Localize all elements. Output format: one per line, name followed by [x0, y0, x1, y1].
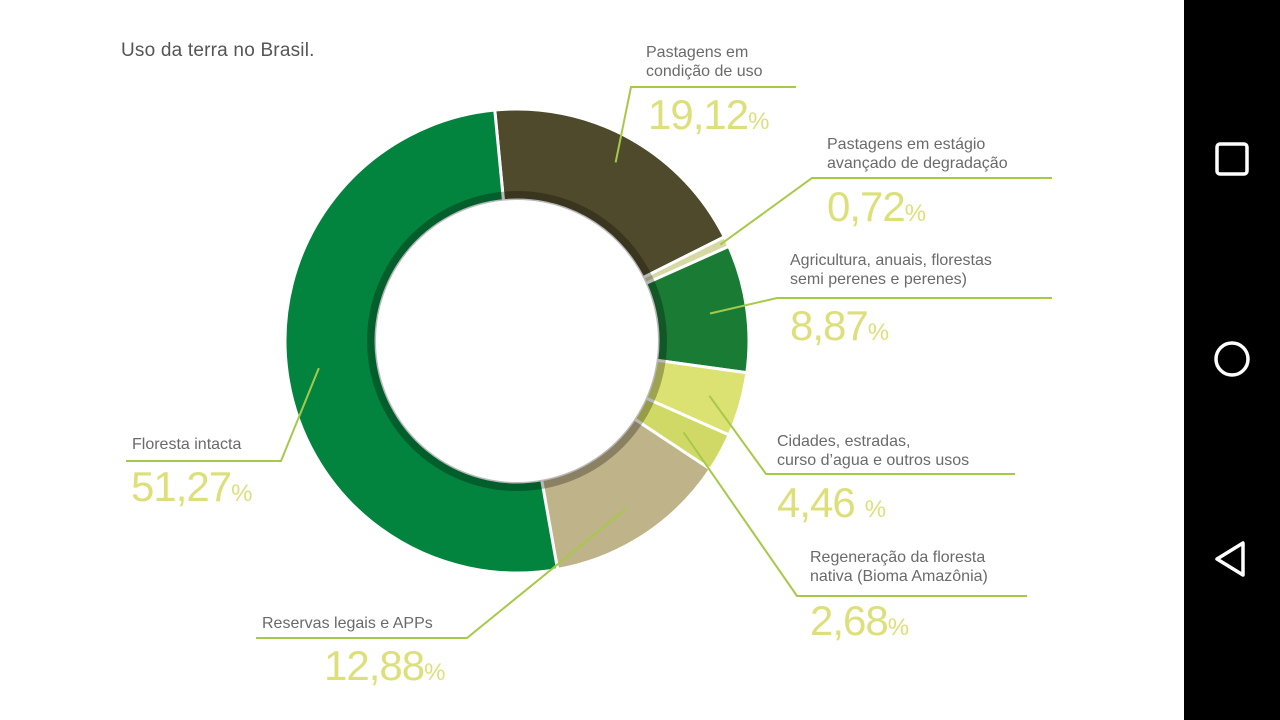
label-agricultura: Agricultura, anuais, florestas semi pere… [790, 252, 992, 288]
label-floresta-intacta: Floresta intacta [132, 436, 242, 453]
donut-chart [126, 86, 1052, 639]
leader-line-floresta-intacta [126, 367, 320, 462]
donut-hole [376, 200, 658, 482]
back-button[interactable] [1202, 529, 1262, 589]
label-regeneracao: Regeneração da floresta nativa (Bioma Am… [810, 549, 988, 585]
label-pastagens-uso: Pastagens em condição de uso [646, 44, 763, 80]
triangle-back-icon [1215, 541, 1245, 577]
value-cidades: 4,46% [777, 479, 887, 526]
leader-line-pastagens-degradacao [719, 177, 1052, 246]
label-cidades: Cidades, estradas, curso d’agua e outros… [777, 433, 970, 469]
home-button[interactable] [1202, 329, 1262, 389]
recent-apps-button[interactable] [1202, 129, 1262, 189]
leader-line-cidades [708, 395, 1015, 475]
leader-line-regeneracao [682, 431, 1027, 597]
circle-icon [1214, 341, 1250, 377]
value-floresta-intacta: 51,27% [131, 463, 253, 510]
chart-area: Uso da terra no Brasil. Pastagens em con… [121, 40, 1052, 689]
label-pastagens-degradacao: Pastagens em estágio avançado de degrada… [827, 136, 1008, 172]
value-reservas: 12,88% [324, 642, 446, 689]
leader-line-pastagens-uso [614, 86, 796, 163]
value-pastagens-degradacao: 0,72% [827, 183, 927, 230]
chart-title: Uso da terra no Brasil. [121, 40, 315, 61]
value-pastagens-uso: 19,12% [648, 91, 770, 138]
square-icon [1215, 142, 1249, 176]
value-agricultura: 8,87% [790, 302, 890, 349]
value-regeneracao: 2,68% [810, 597, 910, 644]
android-navigation-bar [1184, 0, 1280, 720]
inner-shadow-ring [367, 191, 667, 491]
leader-line-reservas [256, 507, 628, 639]
leader-line-agricultura [709, 297, 1052, 315]
label-reservas: Reservas legais e APPs [262, 615, 433, 632]
